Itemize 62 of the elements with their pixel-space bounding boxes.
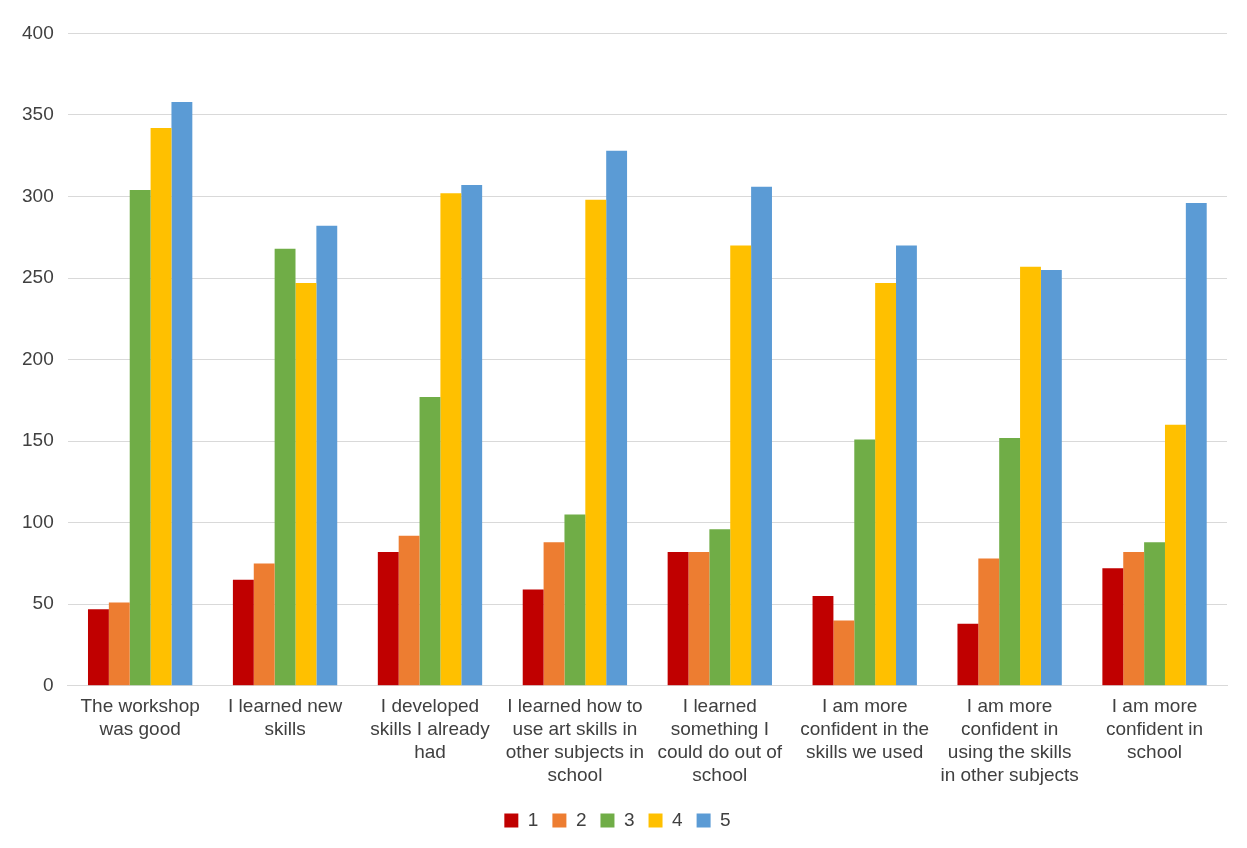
- bar: [564, 514, 586, 686]
- bar: [316, 225, 338, 686]
- bar: [1144, 542, 1165, 686]
- bar: [543, 542, 565, 686]
- x-tick-label: The workshop was good: [80, 695, 200, 740]
- bar: [1040, 269, 1062, 686]
- bar: [978, 558, 1000, 686]
- bar: [1164, 424, 1186, 686]
- y-tick-label: 50: [32, 592, 54, 614]
- bar: [274, 248, 296, 686]
- bar: [812, 596, 834, 686]
- legend-label: 4: [672, 808, 684, 830]
- bar: [606, 150, 628, 686]
- legend-label: 1: [527, 808, 539, 830]
- legend-label: 3: [623, 808, 635, 830]
- x-tick-label: I learned something I could do out of school: [657, 695, 783, 785]
- bar: [957, 623, 979, 686]
- y-tick-label: 200: [22, 347, 54, 369]
- bar: [730, 245, 752, 686]
- legend-label: 2: [575, 808, 587, 830]
- bar: [709, 529, 731, 686]
- bar: [440, 193, 462, 686]
- bar: [875, 282, 897, 686]
- bar: [171, 101, 193, 686]
- y-tick-label: 150: [22, 429, 54, 451]
- bar: [461, 185, 483, 686]
- bar: [377, 552, 399, 686]
- bar: [1123, 552, 1145, 686]
- bar: [295, 282, 317, 686]
- bar: [87, 609, 109, 686]
- bar: [896, 245, 917, 686]
- y-tick-label: 250: [22, 266, 54, 288]
- y-tick-label: 300: [22, 184, 54, 206]
- x-tick-label: I am more confident in school: [1105, 695, 1204, 763]
- bar: [751, 186, 772, 686]
- x-tick-label: I am more confident in using the skills in other subjects: [940, 695, 1079, 785]
- x-tick-label: I developed skills I already had: [370, 695, 491, 763]
- bar: [253, 563, 275, 686]
- bar: [833, 620, 855, 686]
- bar: [1020, 266, 1041, 686]
- bar: [108, 602, 130, 686]
- y-tick-label: 400: [22, 21, 54, 43]
- y-tick-label: 350: [22, 103, 54, 125]
- bar: [150, 128, 172, 686]
- bar: [398, 535, 420, 686]
- legend-label: 5: [720, 808, 731, 830]
- bar: [585, 199, 607, 686]
- bar: [419, 397, 441, 686]
- y-tick-label: 100: [22, 510, 54, 532]
- bar: [1102, 568, 1124, 686]
- bar: [854, 439, 876, 686]
- x-tick-label: I am more confident in the skills we used: [800, 695, 930, 763]
- x-tick-label: I learned how to use art skills in other subjects in school: [505, 695, 645, 785]
- bar: [129, 189, 151, 686]
- bar: [667, 552, 689, 686]
- bar: [999, 437, 1021, 686]
- x-tick-label: I learned new skills: [228, 695, 343, 740]
- y-tick-label: 0: [43, 674, 54, 696]
- bar: [232, 579, 254, 686]
- bar: [522, 589, 544, 686]
- bar: [688, 552, 710, 686]
- bar: [1185, 203, 1207, 686]
